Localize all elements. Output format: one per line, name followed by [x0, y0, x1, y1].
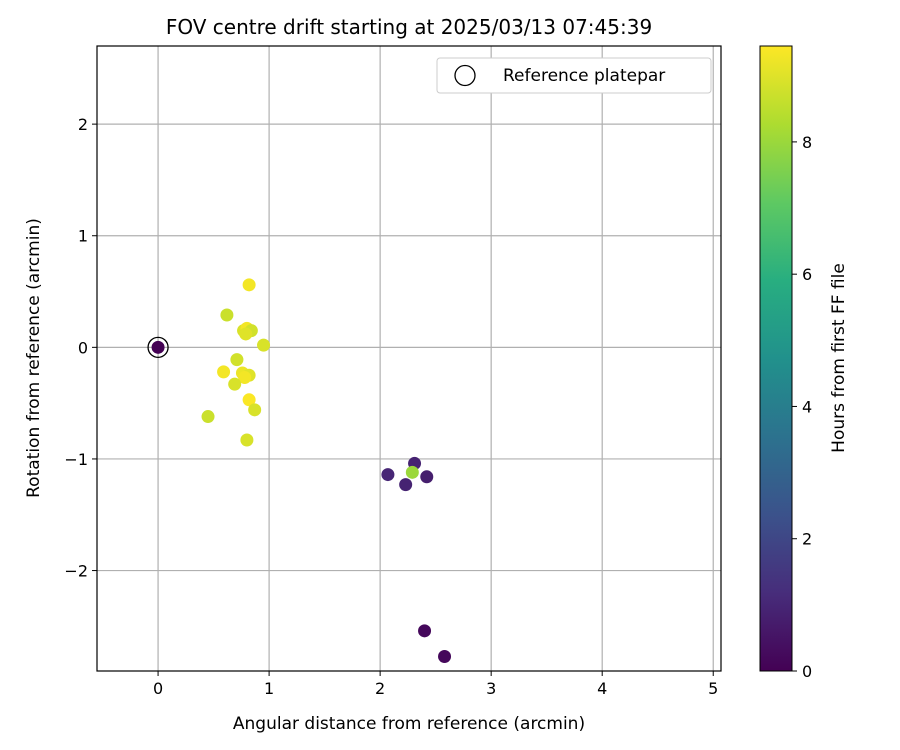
data-point — [418, 624, 432, 638]
colorbar-tick-label: 8 — [802, 133, 812, 152]
data-point — [438, 649, 452, 663]
data-point — [240, 433, 254, 447]
x-tick-label: 3 — [486, 679, 496, 698]
x-axis-label: Angular distance from reference (arcmin) — [233, 714, 585, 734]
x-tick-label: 0 — [153, 679, 163, 698]
grid-lines — [97, 46, 721, 671]
data-point — [217, 365, 231, 379]
colorbar-tick-label: 0 — [802, 662, 812, 681]
chart-title: FOV centre drift starting at 2025/03/13 … — [166, 15, 652, 39]
data-point — [399, 478, 413, 492]
data-point — [239, 327, 253, 341]
legend-label-reference: Reference platepar — [503, 66, 665, 86]
x-tick-label: 2 — [375, 679, 385, 698]
colorbar-tick-label: 6 — [802, 265, 812, 284]
x-tick-label: 5 — [708, 679, 718, 698]
plot-area-frame — [96, 45, 722, 672]
colorbar-gradient — [759, 45, 793, 672]
legend: Reference platepar — [436, 57, 712, 94]
data-point — [230, 353, 244, 367]
data-point — [238, 370, 252, 384]
data-point — [151, 340, 165, 354]
colorbar-tick-label: 4 — [802, 397, 812, 416]
colorbar-ticks: 0 2 4 6 8 — [792, 133, 812, 681]
legend-marker-reference — [454, 64, 476, 87]
data-point — [420, 470, 434, 484]
data-point — [257, 338, 271, 352]
y-tick-label: −2 — [64, 562, 88, 581]
reference-platepar-marker — [147, 336, 169, 358]
data-point — [220, 308, 234, 322]
data-point — [242, 278, 256, 292]
data-point — [201, 410, 215, 424]
data-point — [242, 393, 256, 407]
x-tick-label: 1 — [264, 679, 274, 698]
y-tick-label: −1 — [64, 450, 88, 469]
axis-ticks: 0 1 2 3 4 5 −2 −1 0 1 2 — [64, 115, 718, 698]
colorbar-label: Hours from first FF file — [829, 263, 849, 453]
data-points — [147, 278, 452, 663]
x-tick-label: 4 — [597, 679, 607, 698]
y-tick-label: 1 — [78, 227, 88, 246]
y-tick-label: 0 — [78, 338, 88, 357]
data-point — [381, 468, 395, 482]
y-tick-label: 2 — [78, 115, 88, 134]
data-point — [228, 377, 242, 391]
legend-box — [436, 57, 712, 94]
data-point — [405, 465, 419, 479]
colorbar-tick-label: 2 — [802, 530, 812, 549]
data-point — [248, 403, 262, 417]
colorbar: 0 2 4 6 8 Hours from first FF file — [759, 45, 849, 681]
y-axis-label: Rotation from reference (arcmin) — [24, 218, 44, 498]
